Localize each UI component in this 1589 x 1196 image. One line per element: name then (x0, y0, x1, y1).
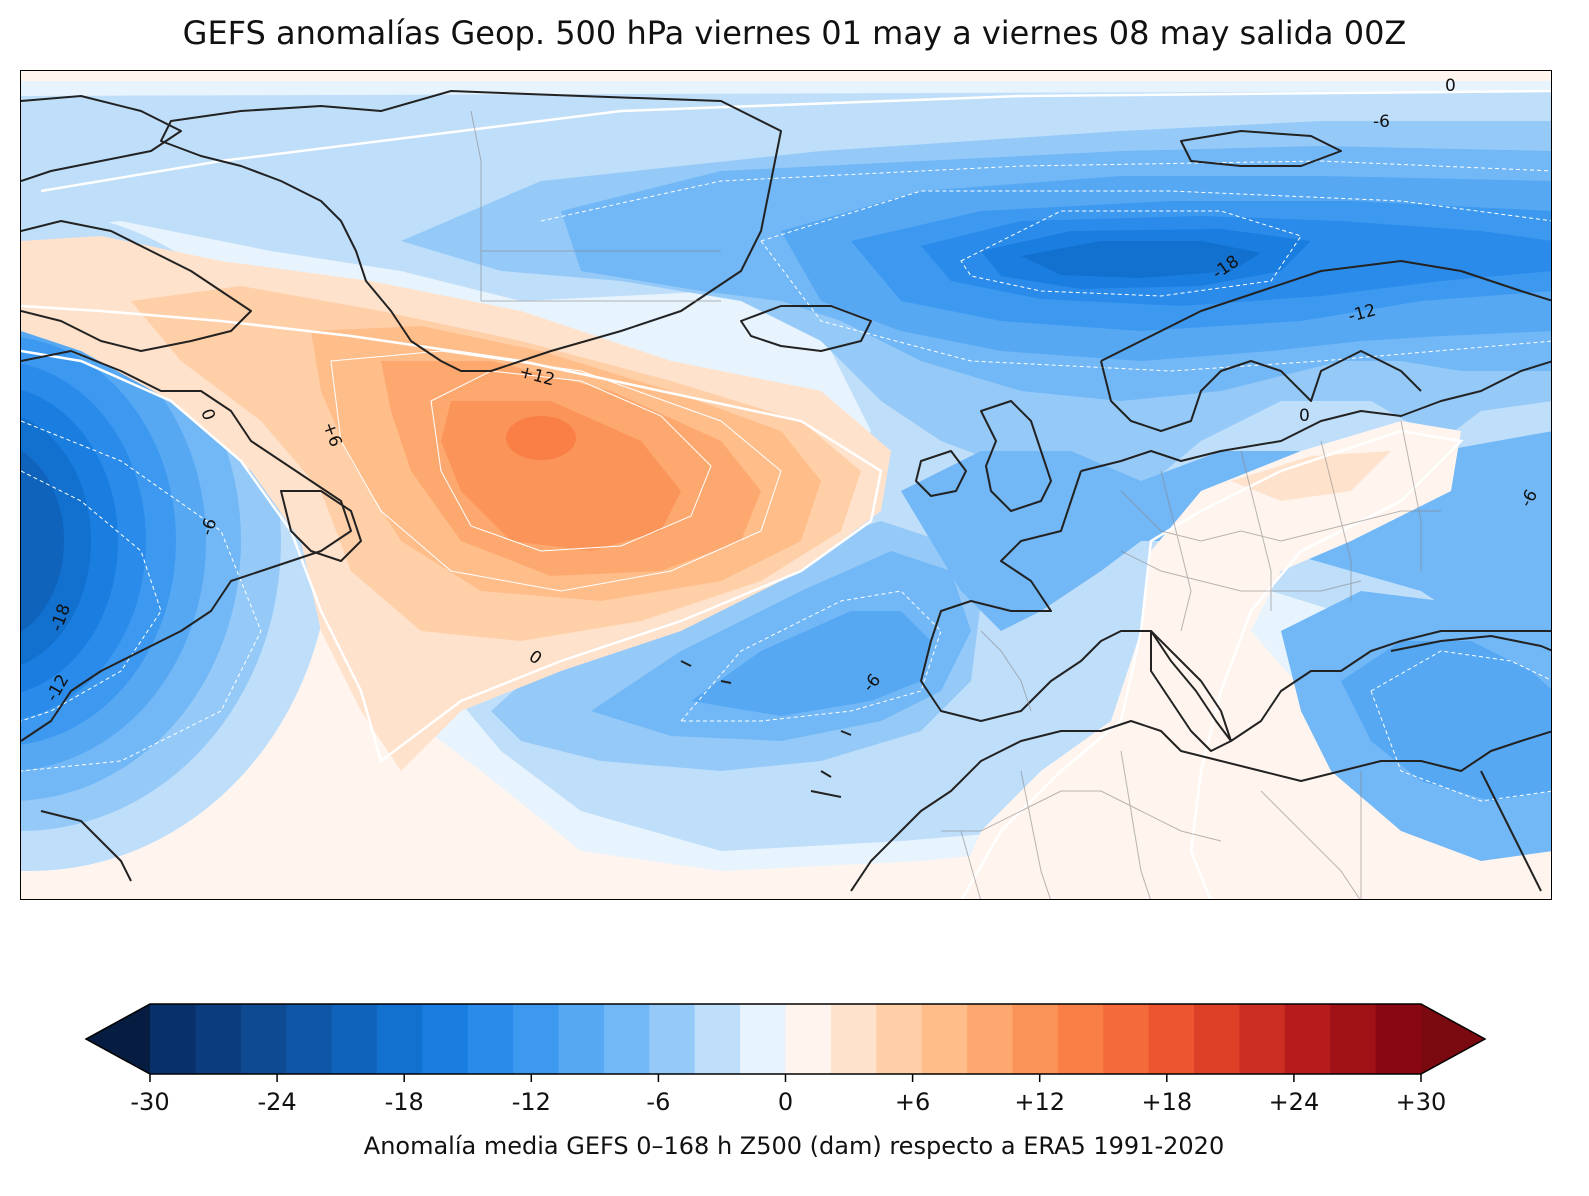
colorbar-segments (150, 1004, 1422, 1074)
uk-coast (980, 400, 1052, 512)
colorbar-segment (694, 1004, 741, 1074)
label-minus6-newfoundland: -6 (197, 516, 222, 539)
label-minus6-north: -6 (1373, 112, 1390, 132)
colorbar-tick-label: +6 (895, 1088, 930, 1116)
colorbar-segment (286, 1004, 333, 1074)
label-0-north: 0 (1445, 76, 1456, 96)
colorbar-segment (1239, 1004, 1286, 1074)
colorbar-segment (240, 1004, 287, 1074)
anomaly-map: 0 -6 -18 -12 +12 +6 0 -6 -18 -12 0 -6 0 … (20, 70, 1552, 900)
contour-lines (21, 89, 1551, 899)
colorbar-segment (331, 1004, 378, 1074)
label-0-baltic: 0 (1299, 406, 1310, 426)
colorbar-extend-min (86, 1004, 150, 1074)
country-borders (470, 110, 1441, 899)
colorbar-segment (830, 1004, 877, 1074)
colorbar-segment (785, 1004, 832, 1074)
arctic-islands-coast (21, 95, 182, 182)
colorbar-segment (513, 1004, 560, 1074)
colorbar-segment (921, 1004, 968, 1074)
colorbar-segment (1148, 1004, 1195, 1074)
colorbar-tick-label: 0 (778, 1088, 793, 1116)
africa-coast (850, 720, 1551, 892)
colorbar-segment (876, 1004, 923, 1074)
coastlines (21, 90, 1551, 892)
scandinavia-coast (1100, 260, 1551, 432)
saharan-neutral-area (951, 421, 1461, 899)
colorbar-segment (467, 1004, 514, 1074)
colorbar-segment (1057, 1004, 1104, 1074)
colorbar-tick-label: -30 (130, 1088, 169, 1116)
colorbar-segment (558, 1004, 605, 1074)
greenland-coast (160, 90, 782, 372)
colorbar-tick-label: -24 (257, 1088, 296, 1116)
colorbar-segment (649, 1004, 696, 1074)
colorbar: -30 -24 -18 -12 -6 0 +6 +12 +18 +24 +30 Anomalía m… (84, 1003, 1487, 1160)
colorbar-ticks: -30 -24 -18 -12 -6 0 +6 +12 +18 +24 +30 (130, 1074, 1446, 1116)
colorbar-tick-label: +24 (1269, 1088, 1320, 1116)
colorbar-label: Anomalía media GEFS 0–168 h Z500 (dam) r… (364, 1132, 1224, 1160)
colorbar-tick-label: +12 (1014, 1088, 1065, 1116)
colorbar-tick-label: +30 (1396, 1088, 1447, 1116)
colorbar-segment (1330, 1004, 1377, 1074)
colorbar-segment (740, 1004, 787, 1074)
colorbar-segment (1194, 1004, 1241, 1074)
colorbar-segment (1103, 1004, 1150, 1074)
map-title: GEFS anomalías Geop. 500 hPa viernes 01 … (182, 14, 1407, 52)
colorbar-segment (195, 1004, 242, 1074)
colorbar-segment (603, 1004, 650, 1074)
colorbar-segment (422, 1004, 469, 1074)
colorbar-segment (1375, 1004, 1422, 1074)
ireland-coast (915, 450, 967, 497)
colorbar-tick-label: -6 (646, 1088, 670, 1116)
colorbar-tick-label: -18 (385, 1088, 424, 1116)
colorbar-segment (376, 1004, 423, 1074)
iceland-coast (740, 305, 872, 352)
colorbar-segment (967, 1004, 1014, 1074)
colorbar-segment (1012, 1004, 1059, 1074)
labrador-coast (21, 350, 352, 742)
europe-coast (920, 360, 1551, 742)
greenland-ridge (21, 236, 891, 771)
colorbar-extend-max (1421, 1004, 1485, 1074)
colorbar-segment (150, 1004, 196, 1074)
colorbar-tick-label: -12 (512, 1088, 551, 1116)
colorbar-segment (1284, 1004, 1331, 1074)
colorbar-tick-label: +18 (1141, 1088, 1192, 1116)
